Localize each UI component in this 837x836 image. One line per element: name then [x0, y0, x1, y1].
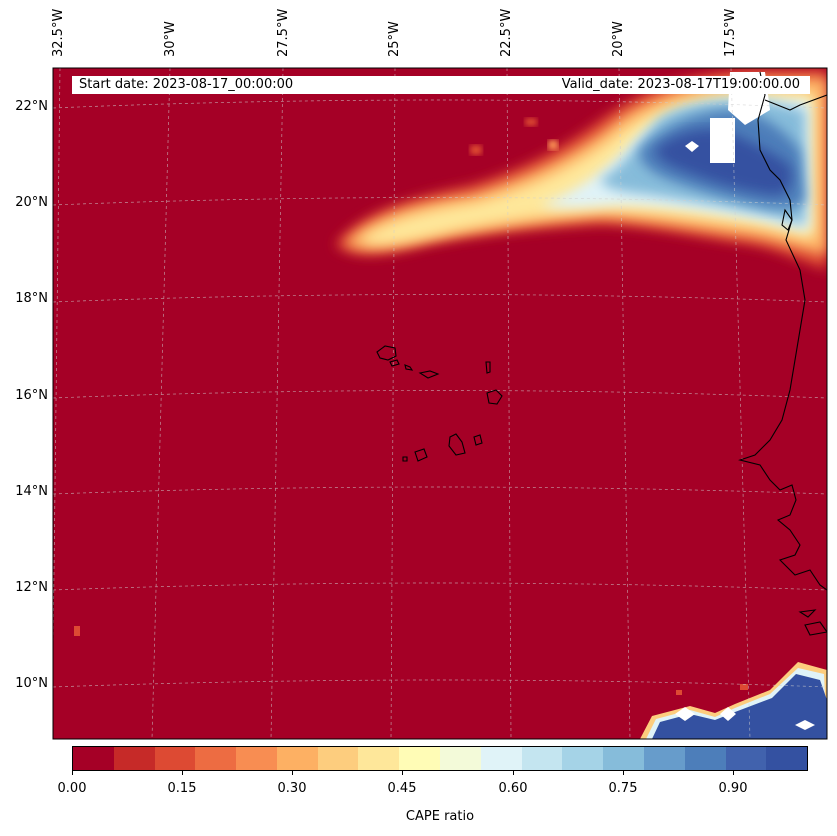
coastline: [738, 71, 827, 636]
valid-date-label: Valid_date: 2023-08-17T19:00:00.00: [561, 77, 800, 92]
colorbar-swatch: [113, 747, 155, 770]
map-frame: [52, 67, 828, 740]
lon-label: 17.5°W: [723, 8, 738, 57]
lon-label: 27.5°W: [276, 8, 291, 57]
colorbar-tick: 0.90: [718, 781, 748, 796]
lat-label: 22°N: [15, 99, 48, 114]
lon-label: 32.5°W: [51, 8, 66, 57]
colorbar-swatch: [440, 747, 481, 770]
colorbar-label: CAPE ratio: [405, 809, 475, 824]
cape-plume-field: [335, 70, 827, 270]
lon-label: 22.5°W: [499, 8, 514, 57]
lat-label: 14°N: [15, 484, 48, 499]
colorbar-tick: 0.75: [608, 781, 638, 796]
start-date-label: Start date: 2023-08-17_00:00:00: [79, 77, 294, 92]
colorbar-swatch: [684, 747, 726, 770]
colorbar-swatch: [562, 747, 604, 770]
colorbar-swatch: [195, 747, 237, 770]
colorbar-swatch: [236, 747, 277, 770]
lat-label: 16°N: [15, 388, 48, 403]
colorbar-tick: 0.15: [167, 781, 197, 796]
colorbar-tick: 0.00: [57, 781, 87, 796]
colorbar-swatch: [766, 747, 808, 770]
colorbar-tick: 0.45: [387, 781, 417, 796]
colorbar-swatch: [521, 747, 563, 770]
colorbar-swatch: [480, 747, 522, 770]
date-info-bar: Start date: 2023-08-17_00:00:00 Valid_da…: [72, 76, 810, 94]
colorbar-swatch: [154, 747, 196, 770]
lat-label: 18°N: [15, 291, 48, 306]
colorbar-swatch: [725, 747, 767, 770]
lat-label: 10°N: [15, 676, 48, 691]
colorbar-swatch: [73, 747, 114, 770]
colorbar-tick: 0.60: [498, 781, 528, 796]
lat-label: 12°N: [15, 580, 48, 595]
colorbar-swatch: [603, 747, 644, 770]
colorbar: [72, 746, 808, 771]
cape-verde-islands: [376, 345, 503, 462]
lon-label: 20°W: [611, 21, 626, 57]
colorbar-swatch: [643, 747, 685, 770]
lon-label: 25°W: [387, 21, 402, 57]
colorbar-swatch: [317, 747, 359, 770]
colorbar-tick: 0.30: [277, 781, 307, 796]
colorbar-swatch: [276, 747, 318, 770]
lon-label: 30°W: [163, 21, 178, 57]
colorbar-swatch: [399, 747, 441, 770]
colorbar-swatch: [358, 747, 400, 770]
lat-label: 20°N: [15, 195, 48, 210]
